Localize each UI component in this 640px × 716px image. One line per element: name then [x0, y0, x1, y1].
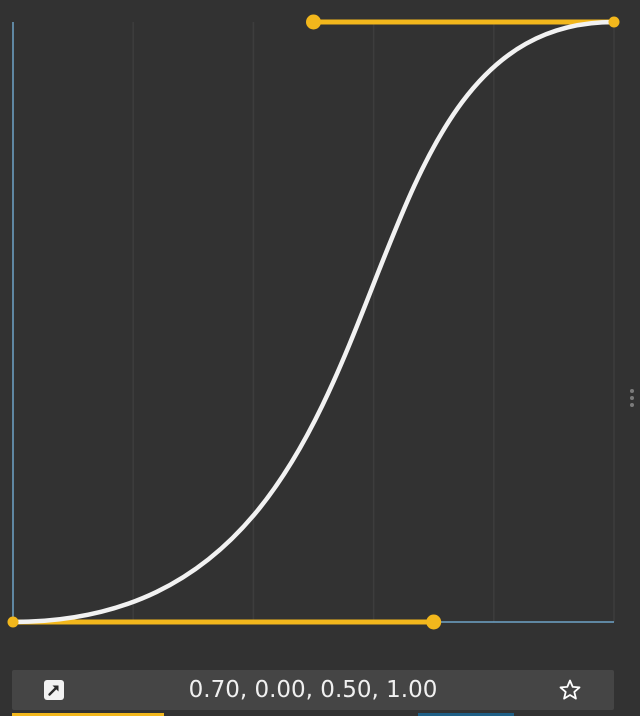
easing-curve	[10, 19, 617, 625]
cubic-bezier-values-input[interactable]: 0.70, 0.00, 0.50, 1.00	[188, 677, 438, 703]
control-point-2-handle[interactable]	[306, 14, 321, 30]
active-tab-indicator	[12, 713, 164, 716]
grid-lines	[132, 22, 615, 622]
curve-end-point	[608, 16, 620, 28]
resize-dot	[630, 403, 634, 407]
panel-resize-handle[interactable]	[630, 389, 634, 407]
star-outline-icon[interactable]	[558, 678, 582, 702]
curve-canvas[interactable]	[0, 0, 626, 650]
resize-dot	[630, 396, 634, 400]
secondary-tab-indicator	[418, 713, 514, 716]
curve-values-bar: 0.70, 0.00, 0.50, 1.00	[12, 670, 614, 710]
control-point-1-handle[interactable]	[426, 614, 442, 630]
bezier-curve-editor[interactable]	[0, 0, 626, 650]
curve-start-point	[7, 616, 19, 628]
resize-dot	[630, 389, 634, 393]
edit-curve-icon[interactable]	[44, 680, 64, 700]
